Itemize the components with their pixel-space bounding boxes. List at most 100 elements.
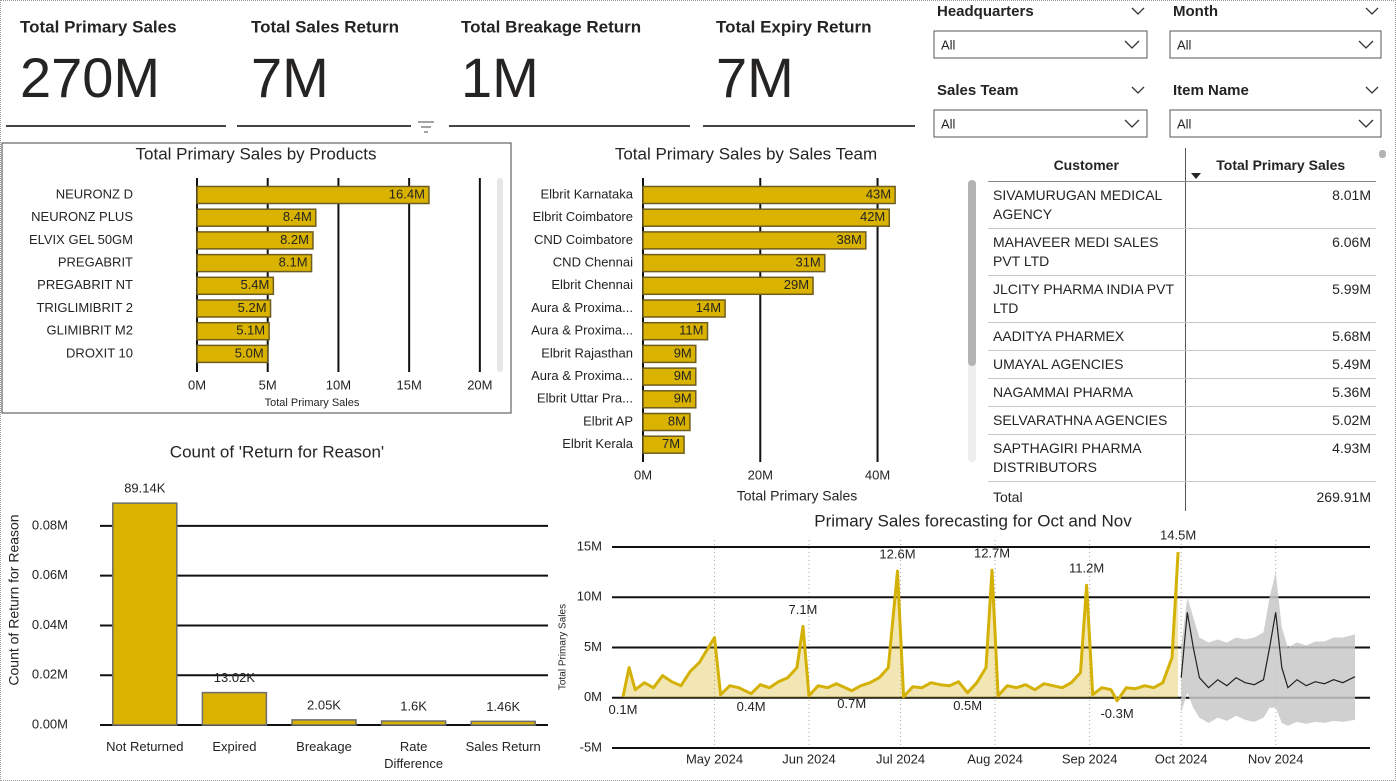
data-label: 8.1M	[279, 255, 308, 270]
slicer-value: All	[941, 116, 956, 131]
table-row: JLCITY PHARMA INDIA PVT LTD 5.99M	[988, 275, 1376, 323]
chevron-icon	[1124, 119, 1140, 128]
table-cell: 6.06M	[1184, 228, 1376, 276]
filter-icon[interactable]	[418, 121, 434, 133]
y-tick-label: Aura & Proxima...	[531, 300, 633, 315]
chart-title: Primary Sales forecasting for Oct and No…	[814, 511, 1132, 530]
y-tick-label: Elbrit Karnataka	[541, 186, 634, 201]
bar	[642, 367, 697, 386]
slicer-dropdown[interactable]	[1169, 30, 1382, 59]
table-cell: UMAYAL AGENCIES	[988, 350, 1185, 379]
chevron-icon	[1358, 40, 1374, 49]
bar	[470, 720, 536, 726]
bar	[196, 231, 314, 250]
axis-title: Count of Return for Reason	[6, 514, 22, 685]
bar	[196, 321, 270, 341]
bar	[380, 720, 447, 726]
x-tick-label: 0M	[188, 377, 206, 392]
slicer-dropdown[interactable]	[933, 109, 1148, 138]
table-row: NAGAMMAI PHARMA 5.36M	[988, 378, 1376, 407]
data-label: 0.4M	[737, 699, 766, 714]
x-tick-label: Rate Difference	[384, 739, 444, 771]
x-tick-label: 10M	[326, 377, 351, 392]
table-row: SAPTHAGIRI PHARMA DISTRIBUTORS 4.93M	[988, 434, 1376, 482]
chart-title: Total Primary Sales by Sales Team	[615, 144, 877, 163]
bar	[642, 344, 697, 364]
scrollbar[interactable]	[1379, 150, 1386, 158]
y-tick-label: PREGABRIT	[58, 255, 133, 270]
x-tick-label: 20M	[467, 377, 492, 392]
axis-title: Total Primary Sales	[265, 397, 360, 409]
y-tick-label: DROXIT 10	[66, 345, 133, 360]
data-label: 11M	[679, 323, 703, 338]
x-tick-label: 5M	[259, 377, 277, 392]
data-label: 5.0M	[235, 345, 264, 360]
bar	[642, 390, 697, 409]
scrollbar[interactable]	[497, 178, 503, 372]
table-row: MAHAVEER MEDI SALES PVT LTD 6.06M	[988, 228, 1376, 276]
products-frame	[1, 142, 512, 414]
chevron-icon	[1358, 119, 1374, 128]
y-tick-label: PREGABRIT NT	[37, 277, 133, 292]
y-tick-label: 0.02M	[32, 667, 68, 682]
table-cell: SELVARATHNA AGENCIES	[988, 406, 1185, 435]
data-label: 7M	[662, 436, 680, 451]
bar	[196, 344, 269, 364]
slicer-dropdown[interactable]	[933, 30, 1148, 59]
data-label: 1.46K	[486, 699, 520, 714]
data-label: -0.3M	[1100, 706, 1133, 721]
data-label: 16.4M	[389, 186, 425, 201]
table-row: AADITYA PHARMEX 5.68M	[988, 322, 1376, 351]
table-cell: 5.02M	[1184, 406, 1376, 435]
y-tick-label: Aura & Proxima...	[531, 368, 633, 383]
y-tick-label: Elbrit Uttar Pra...	[537, 391, 633, 406]
y-tick-label: NEURONZ PLUS	[31, 209, 133, 224]
bar	[642, 231, 867, 250]
column-header[interactable]: Customer	[988, 148, 1185, 182]
table-cell: 5.99M	[1184, 275, 1376, 323]
y-tick-label: Elbrit Kerala	[562, 436, 634, 451]
slicer-dropdown[interactable]	[1169, 109, 1382, 138]
data-label: 9M	[674, 391, 692, 406]
scrollbar[interactable]	[968, 180, 976, 366]
y-tick-label: Elbrit Coimbatore	[533, 209, 633, 224]
y-tick-label: 0.06M	[32, 567, 68, 582]
data-label: 14.5M	[1160, 527, 1196, 542]
data-label: 0.1M	[609, 702, 638, 717]
table-row: Total 269.91M	[988, 481, 1376, 511]
chevron-icon	[1365, 7, 1379, 15]
bar	[642, 276, 814, 296]
x-tick-label: Jul 2024	[876, 751, 925, 766]
chevron-icon	[1124, 40, 1140, 49]
bar	[196, 299, 272, 318]
table-row: SIVAMURUGAN MEDICAL AGENCY 8.01M	[988, 181, 1376, 229]
x-tick-label: Breakage	[296, 739, 352, 754]
table-cell: 5.49M	[1184, 350, 1376, 379]
x-tick-label: Sales Return	[465, 739, 541, 754]
table-cell: NAGAMMAI PHARMA	[988, 378, 1185, 407]
bar	[196, 208, 317, 227]
slicer-label: Item Name	[1173, 82, 1249, 99]
card-title: Total Breakage Return	[461, 17, 641, 36]
y-tick-label: Elbrit Chennai	[551, 277, 633, 292]
slicer-label: Month	[1173, 3, 1218, 20]
data-label: 14M	[696, 300, 721, 315]
forecast-band	[1181, 572, 1355, 726]
card-title: Total Sales Return	[251, 17, 399, 36]
y-tick-label: TRIGLIMIBRIT 2	[36, 300, 133, 315]
chart-title: Count of 'Return for Reason'	[170, 442, 384, 461]
data-label: 7.1M	[788, 602, 817, 617]
x-tick-label: Expired	[212, 739, 257, 754]
data-label: 11.2M	[1069, 561, 1104, 576]
data-label: 8M	[668, 413, 686, 428]
x-tick-label: 0M	[634, 467, 652, 482]
x-tick-label: Aug 2024	[967, 751, 1023, 766]
bar	[201, 691, 268, 726]
data-label: 8.4M	[283, 209, 312, 224]
column-header[interactable]: Total Primary Sales	[1184, 148, 1376, 182]
table-row: UMAYAL AGENCIES 5.49M	[988, 350, 1376, 379]
table-cell: Total	[993, 489, 1023, 505]
y-tick-label: -5M	[580, 739, 602, 754]
y-tick-label: Aura & Proxima...	[531, 323, 633, 338]
